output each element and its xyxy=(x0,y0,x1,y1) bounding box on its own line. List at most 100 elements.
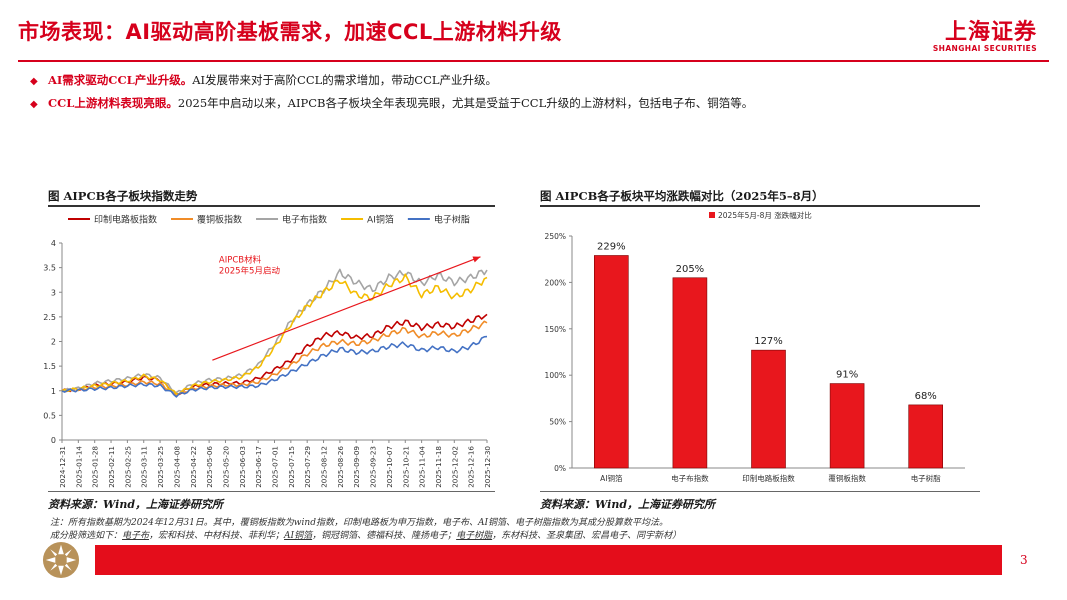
footnote-2-seg1-rest: ，宏和科技、中材科技、菲利华； xyxy=(149,531,285,541)
x-tick-label-2: 2025-01-28 xyxy=(91,446,100,488)
y-tick-label-4: 200% xyxy=(545,278,566,287)
bar-3 xyxy=(829,383,865,469)
trend-arrow-line xyxy=(212,256,481,361)
right-chart-title: 图 AIPCB各子板块平均涨跌幅对比（2025年5–8月） xyxy=(540,189,824,203)
x-tick-label-26: 2025-12-30 xyxy=(483,446,492,488)
bar-chart: 2025年5月-8月 涨跌幅对比 0% 50% 100% 150% 200% 250% 229… xyxy=(545,210,965,483)
series-line-4 xyxy=(61,335,488,398)
x-tick-label-21: 2025-10-21 xyxy=(401,446,410,488)
x-tick-label-7: 2025-04-08 xyxy=(172,446,181,488)
company-emblem-icon xyxy=(42,541,80,579)
left-chart-title: 图 AIPCB各子板块指数走势 xyxy=(48,189,198,203)
footnote-2-seg3-rest: ，东材科技、圣泉集团、宏昌电子、同宇新材） xyxy=(492,531,682,541)
legend-label-0: 印制电路板指数 xyxy=(94,214,157,226)
bullet-1-highlight: AI需求驱动CCL产业升级。 xyxy=(48,73,193,87)
x-tick-label-5: 2025-03-11 xyxy=(140,446,149,488)
y-tick-label-6: 3 xyxy=(51,288,56,297)
page-title: 市场表现：AI驱动高阶基板需求，加速CCL上游材料升级 xyxy=(18,20,562,44)
x-category-label-2: 印制电路板指数 xyxy=(742,473,795,483)
x-category-label-4: 电子树脂 xyxy=(911,473,941,483)
bar-value-label-1: 205% xyxy=(676,264,705,275)
legend-label-1: 覆铜板指数 xyxy=(197,214,242,226)
annotation-line-2: 2025年5月启动 xyxy=(219,266,281,277)
series-line-1 xyxy=(61,320,488,397)
bar-value-label-4: 68% xyxy=(915,391,937,402)
y-tick-label-7: 3.5 xyxy=(43,264,56,273)
right-chart-top-rule xyxy=(540,205,980,207)
x-tick-label-18: 2025-09-09 xyxy=(352,446,361,488)
legend-label-2: 电子布指数 xyxy=(282,214,327,226)
legend-label-4: 电子树脂 xyxy=(434,214,470,226)
bullet-2-highlight: CCL上游材料表现亮眼。 xyxy=(48,96,178,110)
logo-subtext: SHANGHAI SECURITIES xyxy=(932,44,1037,53)
legend-label-3: AI铜箔 xyxy=(367,214,394,226)
x-tick-label-9: 2025-05-06 xyxy=(205,446,214,488)
trend-arrow-head xyxy=(472,256,481,263)
x-tick-label-24: 2025-12-02 xyxy=(450,446,459,488)
line-chart: 印制电路板指数 覆铜板指数 电子布指数 AI铜箔 电子树脂 0 0.5 1 1.5 2 2.5 3 3.… xyxy=(43,214,492,488)
bar-2 xyxy=(751,349,786,469)
y-tick-label-5: 250% xyxy=(545,232,566,241)
diamond-icon: ◆ xyxy=(30,99,38,110)
footnote-1: 注：所有指数基期为2024年12月31日。其中，覆铜板指数为wind指数，印制电… xyxy=(50,518,669,528)
y-tick-label-4: 2 xyxy=(51,338,56,347)
x-tick-label-12: 2025-06-17 xyxy=(254,446,263,488)
footnote-2-seg1: 电子布 xyxy=(122,531,150,541)
right-chart-bottom-rule xyxy=(540,491,980,492)
y-tick-label-0: 0% xyxy=(554,464,566,473)
x-tick-label-16: 2025-08-12 xyxy=(320,446,329,488)
page-number: 3 xyxy=(1020,553,1028,567)
y-tick-label-2: 1 xyxy=(51,387,56,396)
x-tick-label-6: 2025-03-25 xyxy=(156,446,165,488)
bar-0 xyxy=(593,255,629,469)
left-chart-source: 资料来源：Wind，上海证券研究所 xyxy=(48,498,224,511)
title-divider xyxy=(18,60,1049,62)
bar-1 xyxy=(672,277,708,469)
diamond-icon: ◆ xyxy=(30,76,38,87)
bar-value-label-3: 91% xyxy=(836,370,858,381)
x-tick-label-10: 2025-05-20 xyxy=(221,446,230,488)
bullet-2-text: 2025年中启动以来，AIPCB各子板块全年表现亮眼，尤其是受益于CCL升级的上… xyxy=(177,96,754,110)
legend-swatch xyxy=(709,212,715,218)
footnote-2: 成分股筛选如下：电子布，宏和科技、中材科技、菲利华；AI铜箔，铜冠铜箔、德福科技… xyxy=(50,528,681,541)
x-tick-label-14: 2025-07-15 xyxy=(287,446,296,488)
annotation-line-1: AIPCB材料 xyxy=(219,255,262,266)
x-tick-label-15: 2025-07-29 xyxy=(303,446,312,488)
x-tick-label-8: 2025-04-22 xyxy=(189,446,198,488)
bar-4 xyxy=(908,404,944,469)
x-tick-label-4: 2025-02-25 xyxy=(123,446,132,488)
bar-value-label-0: 229% xyxy=(597,241,626,252)
legend-label: 2025年5月-8月 涨跌幅对比 xyxy=(718,210,812,220)
x-tick-label-13: 2025-07-01 xyxy=(271,446,280,488)
footer-bar xyxy=(95,545,1002,575)
y-tick-label-1: 0.5 xyxy=(43,411,56,420)
y-tick-label-8: 4 xyxy=(51,239,56,248)
left-chart-bottom-rule xyxy=(48,491,495,492)
y-tick-label-2: 100% xyxy=(545,371,566,380)
x-tick-label-19: 2025-09-23 xyxy=(369,446,378,488)
footnote-2-seg3: 电子树脂 xyxy=(456,531,493,541)
y-tick-label-0: 0 xyxy=(51,436,56,445)
series-line-0 xyxy=(61,313,488,396)
x-tick-label-3: 2025-02-11 xyxy=(107,446,116,488)
series-line-3 xyxy=(61,273,488,395)
y-tick-label-3: 150% xyxy=(545,325,566,334)
x-category-label-1: 电子布指数 xyxy=(671,473,709,483)
footnote-2-seg2-rest: ，铜冠铜箔、德福科技、隆扬电子； xyxy=(312,531,457,541)
bullet-1: ◆ AI需求驱动CCL产业升级。AI发展带来对于高阶CCL的需求增加，带动CCL产… xyxy=(30,72,497,88)
bar-value-label-2: 127% xyxy=(754,336,783,347)
bullet-2: ◆ CCL上游材料表现亮眼。2025年中启动以来，AIPCB各子板块全年表现亮眼，… xyxy=(30,95,753,111)
footnote-2-prefix: 成分股筛选如下： xyxy=(50,531,123,541)
left-chart-top-rule xyxy=(48,205,495,207)
x-category-label-3: 覆铜板指数 xyxy=(828,473,866,483)
y-tick-label-3: 1.5 xyxy=(43,362,56,371)
x-tick-label-22: 2025-11-04 xyxy=(418,446,427,488)
x-tick-label-23: 2025-11-18 xyxy=(434,446,443,488)
bullet-1-text: AI发展带来对于高阶CCL的需求增加，带动CCL产业升级。 xyxy=(192,73,498,87)
x-category-label-0: AI铜箔 xyxy=(600,473,623,483)
y-tick-label-5: 2.5 xyxy=(43,313,56,322)
y-tick-label-1: 50% xyxy=(549,418,566,427)
x-tick-label-0: 2024-12-31 xyxy=(58,446,67,488)
x-tick-label-20: 2025-10-07 xyxy=(385,446,394,488)
x-tick-label-11: 2025-06-03 xyxy=(238,446,247,488)
